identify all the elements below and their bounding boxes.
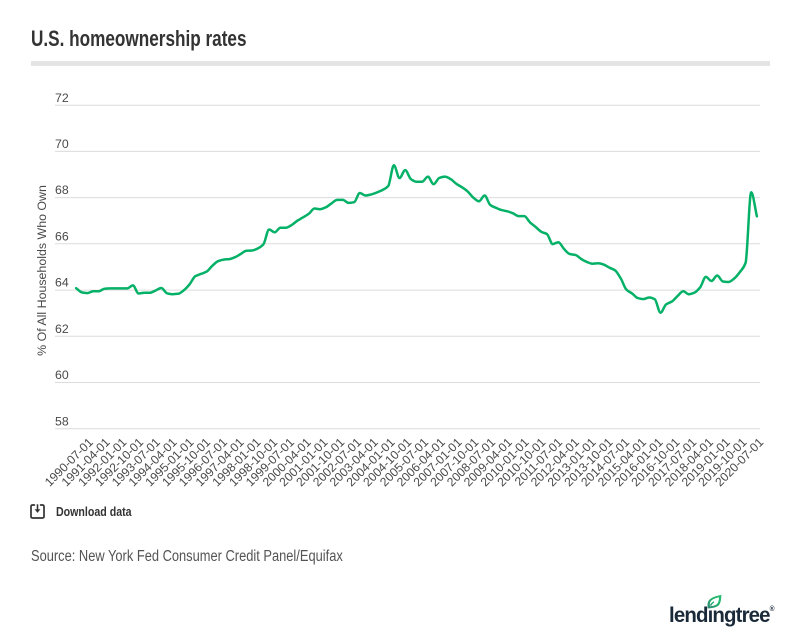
svg-text:68: 68 <box>55 183 69 197</box>
svg-text:64: 64 <box>55 276 69 290</box>
svg-text:% Of All Households Who Own: % Of All Households Who Own <box>35 185 49 356</box>
svg-text:70: 70 <box>55 137 69 151</box>
svg-text:72: 72 <box>55 91 69 105</box>
svg-text:62: 62 <box>55 322 69 336</box>
svg-text:66: 66 <box>55 229 69 243</box>
svg-text:60: 60 <box>55 368 69 382</box>
svg-text:58: 58 <box>55 414 69 428</box>
